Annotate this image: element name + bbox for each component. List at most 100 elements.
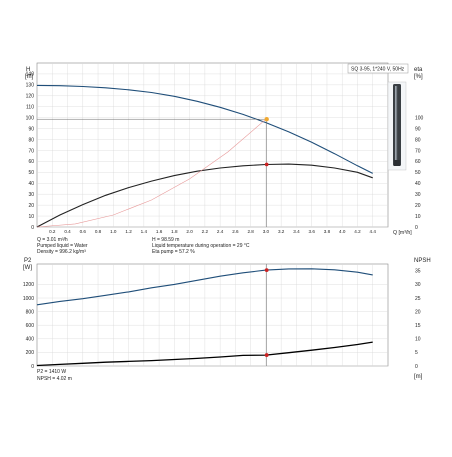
- liquid-temperature: Liquid temperature during operation = 29…: [152, 243, 250, 249]
- power-series: [36, 268, 373, 367]
- power-y-tick-label: 0: [31, 364, 34, 370]
- eta-y-ticks: 0 10 20 30 40 50 60 70 80 90 100: [415, 115, 424, 230]
- head-x-tick-label: 4.0: [339, 229, 346, 234]
- head-y-tick-label: 40: [28, 181, 34, 187]
- duty-point-eta-marker: [264, 162, 269, 167]
- npsh-y-tick-label: 30: [415, 282, 421, 288]
- power-axis-label: P2: [24, 258, 32, 264]
- head-y-tick-label: 110: [26, 105, 34, 111]
- flow-axis-label: Q [m³/h]: [393, 230, 412, 236]
- head-x-tick-label: 2.4: [217, 229, 224, 234]
- npsh-y-tick-label: 35: [415, 269, 421, 275]
- head-y-tick-label: 120: [26, 94, 35, 100]
- head-x-tick-label: 0.4: [64, 229, 71, 234]
- head-y-tick-label: 0: [31, 225, 34, 231]
- head-y-tick-label: 90: [28, 126, 34, 132]
- eta-axis-label: eta: [414, 67, 423, 73]
- head-y-tick-label: 60: [28, 159, 34, 165]
- power-curve: [36, 268, 373, 306]
- npsh-value: NPSH = 4.02 m: [37, 376, 72, 382]
- head-x-tick-label: 2.8: [247, 229, 254, 234]
- flow-value: Q = 3.01 m³/h: [37, 237, 68, 243]
- eta-y-tick-label: 100: [415, 115, 424, 121]
- head-duty-point: [37, 117, 269, 227]
- duty-point-power-marker: [264, 268, 269, 273]
- pumped-liquid: Pumped liquid = Water: [37, 243, 88, 249]
- duty-point-npsh-marker: [264, 353, 269, 357]
- head-x-tick-label: 3.0: [263, 229, 270, 234]
- head-panel: 0.2 0.4 0.6 0.8 1.0 1.2 1.4 1.6 1.8 2.0 2.2 2.4 2.6 2…: [25, 62, 424, 255]
- power-grid: [37, 264, 388, 367]
- npsh-curve: [36, 341, 373, 367]
- eta-y-tick-label: 0: [415, 225, 418, 231]
- head-x-tick-label: 1.6: [156, 229, 163, 234]
- eta-y-tick-label: 30: [415, 192, 421, 198]
- eta-y-tick-label: 90: [415, 126, 421, 132]
- system-curve: [36, 118, 267, 228]
- power-axis-unit: [W]: [23, 265, 32, 271]
- chart-title-box: [347, 63, 409, 74]
- head-y-tick-label: 30: [28, 192, 34, 198]
- submersible-pump-icon: [387, 81, 407, 171]
- head-x-tick-label: 2.2: [202, 229, 209, 234]
- head-value: H = 98.59 m: [152, 237, 179, 243]
- eta-pump-value: Eta pump = 57.2 %: [152, 249, 195, 255]
- eta-y-tick-label: 40: [415, 181, 421, 187]
- eta-y-tick-label: 70: [415, 148, 421, 154]
- power-panel: 0 200 400 600 800 1000 1200 0 5 10 15 20 25 30 35 P2 …: [23, 258, 431, 382]
- power-duty-point: [264, 264, 269, 366]
- head-y-tick-label: 70: [28, 148, 34, 154]
- head-y-tick-label: 130: [26, 83, 35, 89]
- power-y-tick-label: 600: [26, 323, 35, 329]
- head-y-tick-label: 100: [26, 115, 35, 121]
- head-y-tick-label: 80: [28, 137, 34, 143]
- head-x-tick-label: 3.6: [309, 229, 316, 234]
- efficiency-curve: [36, 163, 373, 228]
- npsh-y-tick-label: 5: [415, 350, 418, 356]
- eta-axis-unit: [%]: [414, 74, 423, 80]
- head-x-tick-label: 3.8: [324, 229, 331, 234]
- head-x-tick-label: 1.8: [171, 229, 178, 234]
- head-y-tick-label: 20: [28, 203, 34, 209]
- head-y-ticks: 0 10 20 30 40 50 60 70 80 90 100 110 120 130 140: [26, 72, 35, 231]
- eta-y-tick-label: 60: [415, 159, 421, 165]
- npsh-y-tick-label: 20: [415, 309, 421, 315]
- head-x-tick-label: 3.2: [278, 229, 285, 234]
- head-y-tick-label: 10: [28, 214, 34, 220]
- head-x-tick-label: 1.2: [125, 229, 132, 234]
- duty-point-head-marker: [264, 117, 269, 122]
- power-y-tick-label: 1000: [23, 296, 34, 302]
- eta-y-tick-label: 10: [415, 214, 421, 220]
- eta-y-tick-label: 20: [415, 203, 421, 209]
- npsh-y-tick-label: 25: [415, 296, 421, 302]
- head-x-tick-label: 2.0: [186, 229, 193, 234]
- head-x-tick-label: 4.4: [370, 229, 377, 234]
- eta-y-tick-label: 50: [415, 170, 421, 176]
- head-x-tick-label: 2.6: [232, 229, 239, 234]
- density-value: Density = 996.2 kg/m³: [37, 249, 86, 255]
- head-axis-label: H: [26, 67, 30, 73]
- head-x-tick-label: 1.4: [141, 229, 148, 234]
- npsh-y-tick-label: 10: [415, 337, 421, 343]
- p2-value: P2 = 1410 W: [37, 369, 66, 375]
- power-y-tick-label: 800: [26, 309, 35, 315]
- npsh-axis-label: NPSH: [414, 258, 431, 264]
- head-curve: [36, 84, 373, 174]
- power-annotations: P2 = 1410 W NPSH = 4.02 m: [37, 369, 72, 382]
- head-y-tick-label: 50: [28, 170, 34, 176]
- power-y-tick-label: 400: [26, 337, 35, 343]
- power-y-tick-label: 200: [26, 350, 35, 356]
- npsh-axis-unit: [m]: [414, 374, 423, 380]
- head-x-tick-label: 0.2: [49, 229, 56, 234]
- head-y-tick-label: 140: [26, 72, 35, 78]
- npsh-y-tick-label: 0: [415, 364, 418, 370]
- head-x-tick-label: 0.8: [95, 229, 102, 234]
- head-x-tick-label: 4.2: [354, 229, 361, 234]
- head-axis-unit: [m]: [25, 74, 34, 80]
- power-y-ticks: 0 200 400 600 800 1000 1200: [23, 282, 34, 370]
- npsh-y-tick-label: 15: [415, 323, 421, 329]
- power-y-tick-label: 1200: [23, 282, 34, 288]
- head-annotations: Q = 3.01 m³/h Pumped liquid = Water Dens…: [37, 237, 250, 255]
- head-x-tick-label: 0.6: [80, 229, 87, 234]
